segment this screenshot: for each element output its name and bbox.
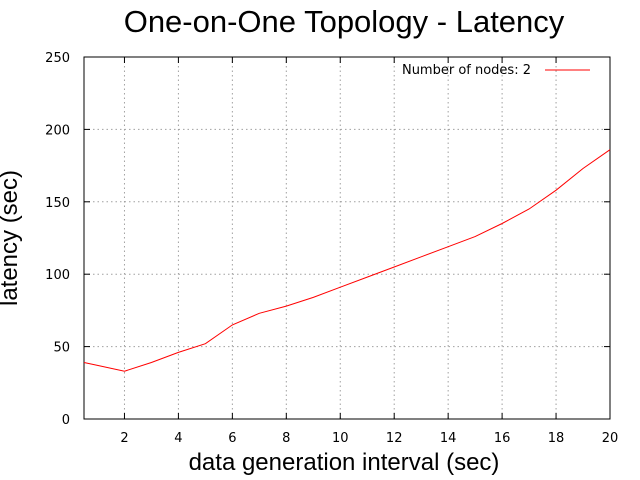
x-tick-label: 10 — [332, 431, 349, 446]
y-tick-label: 250 — [45, 51, 70, 66]
x-tick-label: 14 — [440, 431, 457, 446]
y-tick-label: 50 — [53, 341, 70, 356]
x-tick-label: 2 — [120, 431, 128, 446]
series-group — [83, 149, 611, 372]
legend: Number of nodes: 2 — [402, 63, 590, 78]
legend-label: Number of nodes: 2 — [402, 63, 531, 78]
y-tick-label: 150 — [45, 196, 70, 211]
grid-lines — [84, 57, 610, 419]
x-tick-label: 8 — [282, 431, 290, 446]
x-tick-label: 12 — [386, 431, 403, 446]
x-tick-label: 16 — [494, 431, 511, 446]
chart-title: One-on-One Topology - Latency — [124, 4, 565, 39]
axis-ticks: 0 50 100 150 200 250 2 4 6 8 10 12 14 16 18 20 — [45, 51, 618, 446]
x-axis-label: data generation interval (sec) — [189, 449, 500, 476]
plot-frame — [83, 56, 611, 420]
x-tick-label: 18 — [548, 431, 565, 446]
series-line — [83, 149, 611, 372]
y-tick-label: 100 — [45, 268, 70, 283]
x-tick-label: 4 — [174, 431, 182, 446]
y-axis-label: latency (sec) — [0, 170, 23, 306]
y-tick-label: 200 — [45, 123, 70, 138]
x-tick-label: 6 — [228, 431, 236, 446]
x-tick-label: 20 — [602, 431, 619, 446]
y-tick-label: 0 — [62, 413, 70, 428]
